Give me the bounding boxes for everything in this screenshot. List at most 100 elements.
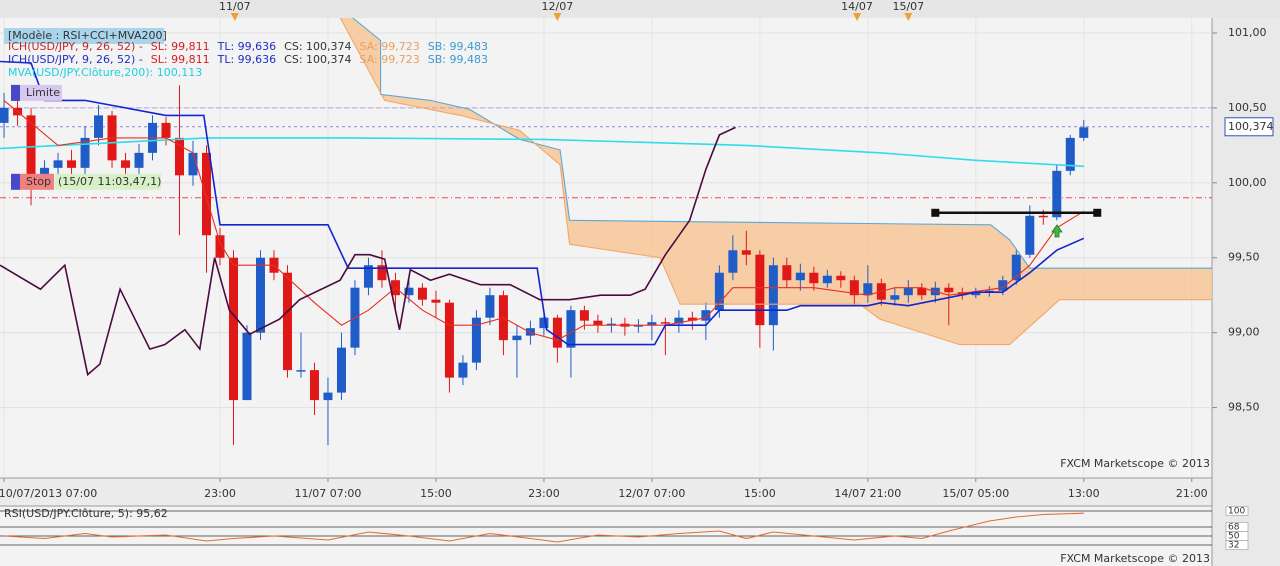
- candle-body: [1065, 137, 1075, 171]
- header: [Modèle : RSI+CCI+MVA200] ICH(USD/JPY, 9…: [4, 28, 488, 79]
- limit-box: [20, 84, 62, 101]
- y-tick-label: 99,00: [1228, 326, 1260, 339]
- candle-body: [26, 115, 36, 176]
- watermark: FXCM Marketscope © 2013: [1060, 552, 1210, 565]
- candle-body: [53, 160, 63, 168]
- candle-body: [161, 122, 171, 138]
- candle-body: [377, 265, 387, 281]
- candle-body: [741, 250, 751, 255]
- candle-body: [849, 280, 859, 296]
- y-tick-box: [1225, 540, 1249, 550]
- date-marker-label: 14/07: [841, 0, 873, 13]
- date-marker: [553, 13, 562, 21]
- candle-body: [890, 295, 900, 300]
- x-tick-label: 10/07/2013 07:00: [0, 487, 97, 500]
- date-marker-label: 15/07: [892, 0, 924, 13]
- stop-note: (15/07 11:03,47,1): [58, 175, 161, 188]
- candle-body: [1052, 170, 1062, 218]
- legend-item: CS: 100,374: [284, 53, 351, 66]
- candle-body: [606, 323, 616, 326]
- x-tick-label: 12/07 07:00: [618, 487, 685, 500]
- x-tick-label: 23:00: [528, 487, 560, 500]
- stop-note-box: [55, 173, 161, 190]
- candle-body: [998, 280, 1008, 291]
- candle-body: [458, 362, 468, 378]
- candle-body: [917, 287, 927, 296]
- candle-body: [701, 310, 711, 321]
- watermark: FXCM Marketscope © 2013: [1060, 457, 1210, 470]
- legend-row: ICH(USD/JPY, 9, 26, 52) - SL: 99,811 TL: 9…: [8, 40, 488, 53]
- x-tick-label: 14/07 21:00: [834, 487, 901, 500]
- main-plot: [0, 18, 1212, 478]
- y-tick-label: 99,50: [1228, 251, 1260, 264]
- y-tick-label: 98,50: [1228, 401, 1260, 414]
- candle-body: [687, 317, 697, 321]
- candle-body: [633, 325, 643, 327]
- candle-body: [121, 160, 131, 168]
- order-handle: [931, 208, 940, 217]
- candle-body: [903, 287, 913, 296]
- candle-body: [485, 295, 495, 318]
- legend-item: SA: 99,723: [360, 40, 420, 53]
- candle-body: [0, 107, 9, 123]
- candle-body: [647, 322, 657, 326]
- candle-body: [309, 370, 319, 401]
- candle-body: [593, 320, 603, 326]
- x-tick-label: 15:00: [744, 487, 776, 500]
- candle-body: [1079, 127, 1089, 138]
- candle-body: [444, 302, 454, 378]
- candle-body: [94, 115, 104, 138]
- legend-item: TL: 99,636: [217, 40, 277, 53]
- stop-tag: [11, 173, 20, 190]
- candle-body: [809, 272, 819, 284]
- candle-body: [971, 292, 981, 296]
- ichimoku-cloud: [340, 18, 1212, 345]
- legend-item: MVA(USD/JPY.Clôture,200): 100,113: [8, 66, 202, 79]
- y-tick-label: 100,00: [1228, 176, 1267, 189]
- legend-item: SA: 99,723: [360, 53, 420, 66]
- x-tick-label: 23:00: [204, 487, 236, 500]
- model-label: [Modèle : RSI+CCI+MVA200]: [8, 29, 167, 42]
- x-tick-label: 11/07 07:00: [295, 487, 362, 500]
- candle-body: [242, 332, 252, 401]
- last-price-label: 100,374: [1228, 120, 1274, 133]
- time-axis-background: [0, 478, 1212, 506]
- y-tick-label: 68: [1228, 523, 1240, 533]
- limit-label: Limite: [26, 86, 60, 99]
- y-tick-label: 101,00: [1228, 26, 1267, 39]
- legend-item: SL: 99,811: [151, 53, 210, 66]
- candle-body: [795, 272, 805, 281]
- price-axis-background: [1212, 18, 1280, 566]
- candle-body: [215, 235, 225, 258]
- legend-item: ICH(USD/JPY, 9, 26, 52) -: [8, 53, 143, 66]
- legend-item: ICH(USD/JPY, 9, 26, 52) -: [8, 40, 143, 53]
- candle-body: [188, 152, 198, 176]
- date-marker-label: 11/07: [219, 0, 251, 13]
- candle-body: [404, 287, 414, 296]
- x-tick-label: 15:00: [420, 487, 452, 500]
- candle-body: [660, 322, 670, 324]
- candle-body: [40, 167, 50, 176]
- candle-body: [579, 310, 589, 321]
- candle-body: [363, 265, 373, 288]
- y-tick-box: [1225, 506, 1249, 516]
- candle-body: [755, 254, 765, 326]
- indicator-line: [0, 60, 1085, 346]
- rsi-plot: [0, 510, 1212, 546]
- stop-label: Stop: [26, 175, 51, 188]
- limit-tag: [11, 84, 20, 101]
- candle-body: [296, 370, 306, 372]
- legend-item: SL: 99,811: [151, 40, 210, 53]
- candle-body: [539, 317, 549, 329]
- buy-arrow-icon: [1051, 224, 1063, 238]
- rsi-line: [3, 512, 1084, 543]
- y-tick-label: 100: [1228, 507, 1245, 517]
- candle-body: [714, 272, 724, 311]
- candle-body: [836, 275, 846, 281]
- candle-body: [944, 287, 954, 293]
- top-strip: [0, 0, 1280, 18]
- candle-body: [282, 272, 292, 371]
- candle-body: [417, 287, 427, 300]
